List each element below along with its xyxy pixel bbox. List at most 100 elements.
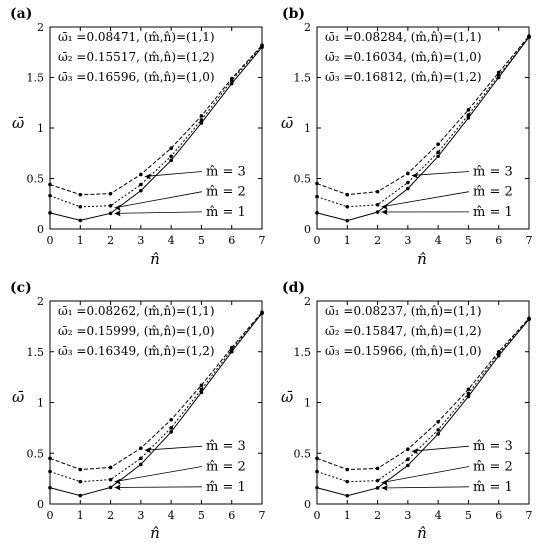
annotation-3: ω̄₃ =0.16349, (m̂,n̂)=(1,2)	[58, 344, 215, 358]
pointer-line	[411, 171, 470, 176]
pointer-line	[114, 211, 203, 214]
data-point	[406, 180, 410, 185]
data-point	[260, 310, 264, 314]
x-tick-label: 1	[77, 234, 84, 247]
annotation-3: ω̄₃ =0.15966, (m̂,n̂)=(1,0)	[325, 344, 482, 358]
data-point	[527, 316, 531, 321]
x-tick-label: 0	[314, 234, 321, 247]
series-label-m1: m̂ = 1	[206, 205, 246, 220]
x-tick-label: 0	[47, 509, 54, 522]
y-axis-label: ω̄	[281, 388, 293, 406]
annotation-1: ω̄₁ =0.08237, (m̂,n̂)=(1,1)	[325, 304, 482, 318]
x-tick-label: 7	[526, 234, 533, 247]
panel-0: (a) 0 1 2 3 4 5 6 7 0 0.5 1 1.5 2 ω̄ n̂ ω̄₁ =0.08471, (m…	[10, 6, 266, 268]
y-tick-label: 1.5	[294, 72, 312, 85]
x-tick-label: 1	[344, 509, 351, 522]
panel-1: (b) 0 1 2 3 4 5 6 7 0 0.5 1 1.5 2 ω̄ n̂ ω̄₁ =0.08284, (m…	[281, 6, 533, 268]
data-point	[345, 218, 350, 223]
data-point	[315, 469, 319, 474]
x-tick-label: 5	[198, 234, 205, 247]
series-line-m2	[316, 318, 530, 483]
data-point	[436, 154, 440, 159]
data-point	[108, 477, 113, 482]
data-point	[345, 467, 350, 472]
x-tick-label: 3	[404, 234, 411, 247]
data-point	[169, 430, 173, 434]
y-axis-label: ω̄	[281, 114, 293, 132]
pointer-arrowhead	[381, 209, 388, 216]
y-tick-label: 0	[304, 498, 311, 511]
series-line-m3	[49, 44, 263, 196]
y-tick-label: 0.5	[294, 447, 312, 460]
pointer-arrowhead	[411, 172, 418, 179]
y-tick-label: 2	[37, 295, 44, 308]
data-point	[406, 447, 410, 451]
data-point	[315, 456, 319, 461]
data-point	[229, 81, 234, 86]
panel-3: (d) 0 1 2 3 4 5 6 7 0 0.5 1 1.5 2 ω̄ n̂ ω̄₁ =0.08237, (m…	[281, 280, 533, 542]
series-line-m3	[49, 311, 263, 470]
data-point	[48, 211, 52, 215]
x-tick-label: 0	[314, 509, 321, 522]
pointer-line	[411, 445, 470, 452]
data-point	[466, 394, 471, 399]
data-point	[78, 479, 83, 484]
data-point	[48, 182, 52, 187]
y-axis-label: ω̄	[12, 388, 24, 406]
pointer-arrowhead	[381, 203, 388, 210]
data-point	[315, 181, 319, 186]
data-point	[169, 426, 173, 430]
pointer-line	[381, 466, 470, 484]
x-tick-label: 5	[465, 509, 472, 522]
data-point	[406, 171, 410, 176]
x-tick-label: 4	[168, 509, 175, 522]
y-tick-label: 1	[37, 397, 44, 410]
data-point	[345, 479, 350, 484]
data-point	[78, 204, 83, 209]
x-tick-label: 2	[374, 234, 381, 247]
data-point	[169, 158, 173, 163]
annotation-2: ω̄₂ =0.16034, (m̂,n̂)=(1,0)	[325, 50, 482, 64]
data-point	[139, 462, 143, 467]
data-point	[406, 186, 410, 191]
data-point	[108, 203, 113, 208]
y-tick-label: 0.5	[27, 447, 45, 460]
annotation-1: ω̄₁ =0.08284, (m̂,n̂)=(1,1)	[325, 30, 482, 44]
data-point	[169, 154, 173, 159]
pointer-line	[114, 191, 203, 209]
data-point	[78, 493, 83, 498]
series-line-m2	[316, 36, 530, 208]
data-point	[527, 34, 531, 38]
data-point	[375, 478, 380, 483]
panel-label: (a)	[10, 6, 32, 22]
y-tick-label: 2	[304, 295, 311, 308]
pointer-line	[114, 466, 203, 483]
y-tick-label: 1	[304, 397, 311, 410]
x-tick-label: 1	[77, 509, 84, 522]
x-tick-label: 6	[228, 234, 235, 247]
series-label-m3: m̂ = 3	[206, 439, 246, 454]
data-point	[108, 485, 113, 490]
data-point	[199, 121, 204, 125]
series-label-m1: m̂ = 1	[473, 480, 513, 495]
x-axis-label: n̂	[150, 524, 160, 542]
series-line-m1	[49, 312, 263, 497]
data-point	[139, 456, 143, 461]
pointer-line	[381, 486, 470, 489]
data-point	[315, 194, 319, 199]
data-point	[139, 446, 143, 450]
data-point	[496, 73, 501, 78]
data-point	[345, 493, 350, 498]
data-point	[496, 349, 501, 354]
y-tick-label: 0.5	[27, 173, 45, 186]
series-label-m2: m̂ = 2	[473, 460, 513, 475]
data-point	[139, 188, 143, 193]
x-tick-label: 6	[228, 509, 235, 522]
data-point	[229, 345, 234, 350]
pointer-line	[144, 445, 203, 451]
y-tick-label: 1.5	[294, 346, 312, 359]
x-tick-label: 7	[259, 234, 266, 247]
y-tick-label: 0.5	[294, 173, 312, 186]
x-tick-label: 1	[344, 234, 351, 247]
series-line-m3	[316, 35, 530, 196]
